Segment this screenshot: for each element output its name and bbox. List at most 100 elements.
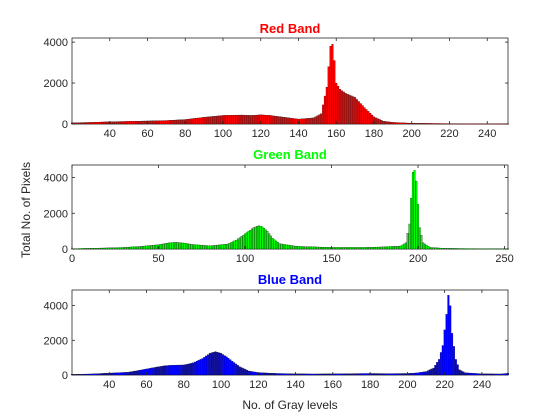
red-bar [371, 114, 374, 125]
green-bar [261, 226, 264, 250]
red-bar [161, 120, 164, 125]
red-bar [205, 116, 207, 125]
red-bar [144, 120, 147, 125]
green-bar [155, 244, 158, 250]
green-x-tick-label: 250 [495, 253, 513, 265]
blue-bar [253, 371, 256, 376]
red-bar [414, 123, 417, 125]
green-bar [493, 248, 496, 250]
green-bar [100, 247, 103, 250]
red-bar [203, 117, 206, 125]
green-bar [406, 233, 409, 250]
blue-x-tick-label: 100 [212, 379, 230, 391]
green-bar [344, 247, 347, 250]
red-bar [120, 121, 123, 125]
red-bar [88, 122, 90, 125]
red-bar [74, 122, 77, 125]
green-bar [292, 245, 295, 250]
green-bar [150, 245, 153, 250]
red-bar [305, 118, 308, 125]
green-bar [470, 248, 473, 250]
green-bar [211, 245, 214, 250]
green-bar [481, 248, 483, 250]
green-bar [302, 246, 305, 250]
green-bar [351, 247, 354, 250]
red-bar [80, 122, 83, 125]
red-bar [431, 123, 434, 125]
blue-bar [316, 373, 319, 376]
green-bar [237, 238, 240, 250]
blue-bar [205, 355, 208, 376]
green-bar [486, 248, 489, 250]
blue-bar [139, 369, 142, 376]
red-bar [386, 121, 389, 125]
red-bar [482, 123, 485, 125]
red-bar [125, 121, 128, 125]
red-bar [335, 82, 338, 125]
green-bar [219, 244, 222, 250]
green-bar [301, 246, 304, 250]
blue-bar [166, 365, 168, 376]
green-bar [475, 248, 478, 250]
green-bar [467, 248, 470, 250]
green-bar [328, 247, 331, 250]
green-bar [372, 247, 374, 250]
red-bar [110, 121, 113, 125]
blue-bar [102, 373, 105, 376]
blue-bar [439, 352, 442, 376]
green-bar [107, 247, 110, 250]
green-y-tick-label: 0 [62, 244, 68, 256]
green-bar [425, 244, 428, 250]
green-bar [448, 248, 451, 250]
red-bar [267, 115, 270, 125]
red-bar [323, 95, 326, 125]
red-bar [471, 123, 474, 125]
blue-bar [426, 370, 429, 376]
red-bar [454, 123, 457, 125]
red-bar [148, 120, 151, 125]
red-bar [384, 121, 387, 125]
red-x-tick-label: 200 [403, 128, 421, 140]
blue-bar [251, 371, 254, 376]
blue-bar [80, 374, 83, 376]
green-x-tick-label: 100 [236, 253, 254, 265]
blue-bar [112, 372, 114, 376]
green-bar [276, 242, 279, 250]
green-bar [138, 246, 141, 250]
green-bar [185, 243, 188, 250]
green-bar [247, 231, 250, 250]
green-band-title: Green Band [253, 147, 327, 162]
green-bar [420, 235, 423, 250]
blue-bar [93, 373, 96, 376]
green-bar [268, 233, 271, 250]
green-bar [399, 245, 402, 250]
red-bar [348, 94, 351, 125]
red-bar [299, 118, 302, 125]
red-bars [71, 44, 509, 125]
red-bar [193, 118, 196, 125]
red-bar [405, 122, 408, 125]
red-bar [163, 120, 166, 125]
x-axis-label: No. of Gray levels [242, 398, 337, 412]
green-bar [396, 246, 399, 250]
blue-bar [154, 367, 157, 376]
blue-bar [220, 353, 223, 376]
red-bar [467, 123, 470, 125]
blue-bar [203, 357, 206, 376]
blue-bar [380, 373, 383, 376]
red-bar [252, 115, 255, 125]
green-bar [368, 247, 371, 250]
red-bar [374, 117, 377, 125]
red-bar [225, 115, 228, 125]
red-x-tick-label: 120 [252, 128, 270, 140]
red-bar [488, 123, 491, 125]
green-bar [223, 244, 226, 250]
green-bar [110, 247, 113, 250]
green-bar [469, 248, 471, 250]
green-bar [375, 246, 378, 250]
red-bar [420, 123, 423, 125]
blue-bar [186, 363, 189, 376]
red-bar [439, 123, 442, 125]
green-bar [140, 246, 143, 250]
green-bar [161, 243, 163, 250]
